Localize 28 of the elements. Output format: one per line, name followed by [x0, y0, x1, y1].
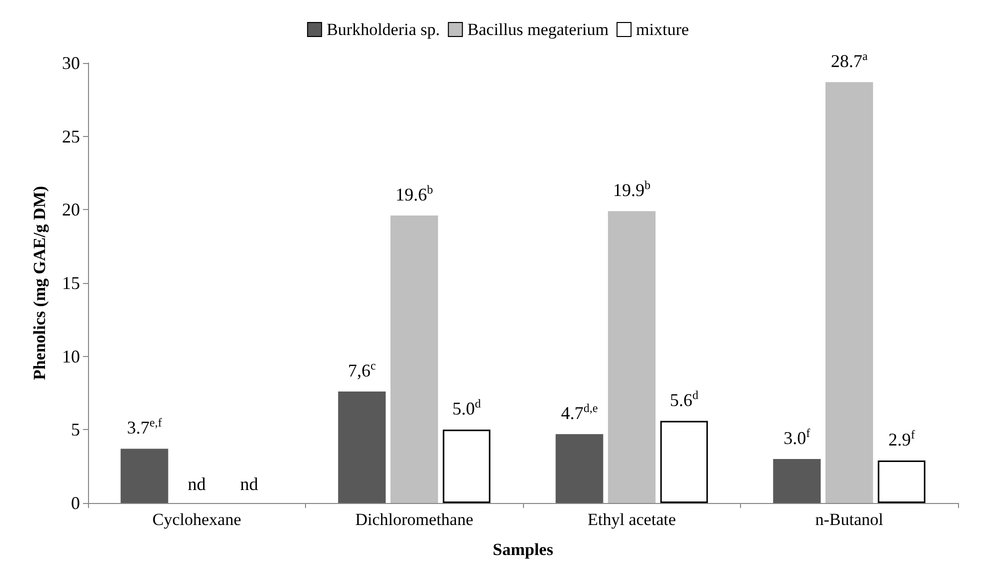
text: nd [188, 474, 206, 494]
bar [338, 392, 386, 503]
bar [878, 460, 926, 503]
bar [390, 216, 438, 503]
x-tick-label: Dichloromethane [355, 510, 474, 529]
bar [825, 82, 874, 503]
y-tick-label: 0 [71, 493, 80, 513]
bar [120, 448, 168, 503]
bar [660, 420, 708, 503]
y-axis-title: Phenolics (mg GAE/g DM) [30, 186, 49, 380]
y-tick-label: 10 [62, 346, 80, 366]
y-tick-label: 30 [62, 53, 80, 73]
x-tick-label: n-Butanol [815, 510, 884, 529]
y-tick-label: 20 [62, 200, 80, 220]
bar [773, 459, 821, 503]
bar [608, 211, 656, 503]
x-tick-label: Ethyl acetate [588, 510, 676, 529]
x-tick-label: Cyclohexane [152, 510, 242, 529]
text: nd [240, 474, 258, 494]
y-tick-label: 25 [62, 126, 80, 146]
y-tick-label: 15 [62, 273, 80, 293]
bar [442, 430, 490, 503]
y-tick-label: 5 [71, 420, 80, 440]
bar [556, 434, 604, 503]
legend-label: Burkholderia sp. [326, 20, 440, 39]
x-axis-title: Samples [492, 540, 554, 559]
legend-label: Bacillus megaterium [467, 20, 609, 39]
legend-label: mixture [636, 20, 689, 39]
